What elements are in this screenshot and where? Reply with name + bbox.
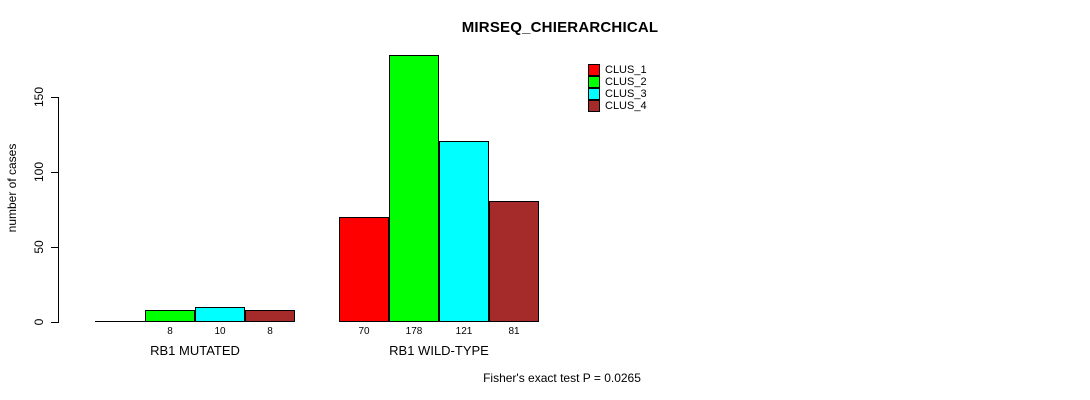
group-label: RB1 MUTATED (150, 343, 240, 358)
bar-clus_4 (245, 310, 295, 322)
legend-swatch (588, 88, 600, 100)
bar-clus_3 (195, 307, 245, 322)
y-axis-tick-label: 100 (32, 161, 46, 183)
bar-clus_3 (439, 140, 489, 322)
chart-title: MIRSEQ_CHIERARCHICAL (461, 19, 659, 36)
bar-value-label: 10 (214, 326, 226, 337)
bar-value-label: 8 (267, 326, 273, 337)
y-axis-tick (51, 97, 59, 98)
legend-label: CLUS_4 (605, 100, 647, 112)
y-axis-title: number of cases (5, 143, 19, 233)
y-axis-tick-label: 150 (32, 86, 46, 108)
legend: CLUS_1 CLUS_2 CLUS_3 CLUS_4 (588, 64, 647, 112)
legend-item: CLUS_4 (588, 100, 647, 112)
bar-clus_4 (489, 200, 539, 322)
bar-value-label: 178 (405, 326, 423, 337)
legend-swatch (588, 76, 600, 88)
y-axis-tick-label: 0 (32, 318, 46, 326)
group-label: RB1 WILD-TYPE (389, 343, 489, 358)
bar-clus_2 (389, 55, 439, 322)
bar-value-label: 8 (167, 326, 173, 337)
legend-swatch (588, 100, 600, 112)
bar-value-label: 121 (455, 326, 473, 337)
y-axis-tick (51, 172, 59, 173)
legend-item: CLUS_1 (588, 64, 647, 76)
y-axis-tick (51, 247, 59, 248)
bar-value-label: 70 (358, 326, 370, 337)
legend-label: CLUS_2 (605, 76, 647, 88)
legend-swatch (588, 64, 600, 76)
legend-label: CLUS_1 (605, 64, 647, 76)
legend-item: CLUS_2 (588, 76, 647, 88)
bar-clus_2 (145, 310, 195, 322)
y-axis-line (58, 97, 59, 323)
legend-item: CLUS_3 (588, 88, 647, 100)
y-axis-tick-label: 50 (32, 240, 46, 254)
bar-clus_1 (339, 217, 389, 322)
bar-clus_1-zero (95, 321, 146, 322)
pvalue-annotation: Fisher's exact test P = 0.0265 (483, 371, 641, 385)
legend-label: CLUS_3 (605, 88, 647, 100)
y-axis-tick (51, 322, 59, 323)
bar-value-label: 81 (508, 326, 520, 337)
